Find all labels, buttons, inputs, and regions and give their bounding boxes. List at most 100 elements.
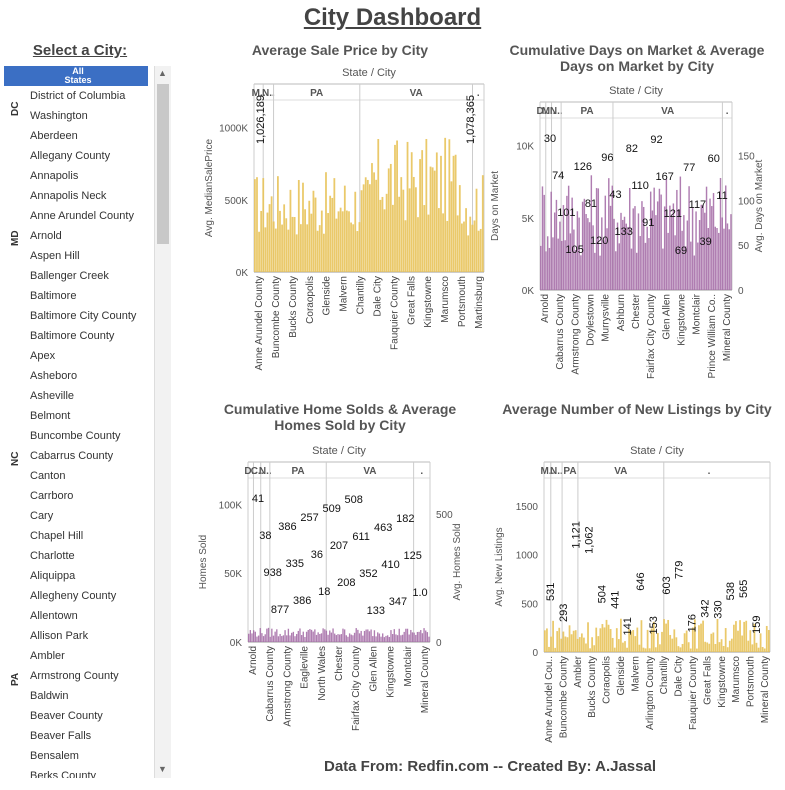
city-option[interactable]: Beaver Falls bbox=[30, 730, 92, 742]
bar bbox=[343, 629, 346, 642]
city-option[interactable]: Aspen Hill bbox=[30, 250, 80, 262]
city-option[interactable]: Chapel Hill bbox=[30, 530, 84, 542]
data-label: 531 bbox=[545, 583, 557, 601]
city-option[interactable]: Canton bbox=[30, 470, 66, 482]
bar bbox=[461, 223, 463, 272]
city-option[interactable]: Ballenger Creek bbox=[30, 270, 109, 282]
bar bbox=[628, 629, 630, 652]
bar bbox=[446, 220, 449, 272]
state-group-label: PA bbox=[580, 106, 593, 117]
data-label: 1,026,189 bbox=[255, 95, 267, 144]
x-tick-label: Anne Arundel County bbox=[254, 276, 265, 371]
bar bbox=[576, 638, 579, 652]
city-option[interactable]: Belmont bbox=[30, 410, 71, 422]
bar bbox=[649, 191, 652, 290]
chevron-up-icon[interactable]: ▲ bbox=[158, 68, 167, 78]
bar bbox=[693, 619, 696, 652]
bar bbox=[722, 645, 725, 652]
x-tick-label: Ambler bbox=[573, 655, 584, 687]
all-states-option[interactable]: All States bbox=[4, 66, 148, 86]
bar bbox=[700, 623, 702, 652]
city-option[interactable]: Allegheny County bbox=[30, 590, 117, 602]
city-option[interactable]: Asheville bbox=[30, 390, 75, 402]
bar bbox=[375, 179, 378, 272]
city-option[interactable]: Ambler bbox=[30, 650, 65, 662]
bar bbox=[696, 648, 698, 652]
bar bbox=[419, 159, 421, 272]
city-option[interactable]: Baldwin bbox=[30, 690, 69, 702]
city-list[interactable]: All States District of Columbia Washingto… bbox=[4, 66, 154, 778]
bar bbox=[421, 633, 424, 642]
city-option[interactable]: Baltimore bbox=[30, 290, 77, 302]
x-tick-label: Buncombe County bbox=[558, 656, 569, 738]
bar bbox=[352, 224, 355, 272]
city-option[interactable]: Allison Park bbox=[30, 630, 89, 642]
city-option[interactable]: Baltimore City County bbox=[30, 310, 137, 322]
bar bbox=[718, 642, 721, 652]
city-option[interactable]: Arnold bbox=[30, 230, 62, 242]
city-option[interactable]: Cary bbox=[30, 510, 54, 522]
x-tick-label: Ashburn bbox=[616, 294, 627, 331]
data-label: 126 bbox=[574, 161, 592, 173]
city-option[interactable]: Berks County bbox=[30, 770, 97, 778]
bar bbox=[704, 212, 706, 290]
city-option[interactable]: District of Columbia bbox=[30, 90, 126, 102]
bar bbox=[595, 627, 598, 652]
bar bbox=[323, 233, 325, 272]
bar bbox=[408, 188, 411, 272]
city-option[interactable]: Baltimore County bbox=[30, 330, 115, 342]
bar bbox=[302, 182, 304, 272]
city-option[interactable]: Aberdeen bbox=[30, 130, 78, 142]
bar bbox=[679, 647, 682, 652]
bar bbox=[382, 633, 384, 642]
bar bbox=[747, 640, 750, 652]
bar bbox=[299, 628, 301, 642]
bar bbox=[425, 138, 428, 272]
city-option[interactable]: Carrboro bbox=[30, 490, 74, 502]
bar bbox=[763, 648, 766, 652]
bar bbox=[354, 191, 357, 272]
x-tick-label: Anne Arundel Cou.. bbox=[544, 656, 555, 743]
x-tick-label: Fairfax City County bbox=[646, 294, 657, 379]
city-option[interactable]: Apex bbox=[30, 350, 56, 362]
bar bbox=[627, 226, 629, 290]
bar bbox=[615, 251, 617, 290]
data-label: 82 bbox=[626, 143, 638, 155]
bar bbox=[569, 233, 572, 290]
bar bbox=[479, 228, 482, 272]
data-label: 938 bbox=[264, 567, 282, 579]
chevron-down-icon[interactable]: ▼ bbox=[158, 764, 167, 774]
city-option[interactable]: Cabarrus County bbox=[30, 450, 114, 462]
x-tick-label: Doylestown bbox=[586, 294, 597, 346]
bar bbox=[642, 206, 645, 290]
bar bbox=[710, 633, 713, 652]
scrollbar-thumb[interactable] bbox=[157, 84, 169, 244]
bar bbox=[341, 211, 344, 272]
bar bbox=[644, 648, 647, 652]
bar bbox=[320, 210, 323, 272]
city-option[interactable]: Aliquippa bbox=[30, 570, 76, 582]
city-option[interactable]: Bensalem bbox=[30, 750, 79, 762]
bar bbox=[558, 627, 561, 652]
city-option[interactable]: Allegany County bbox=[30, 150, 111, 162]
city-option[interactable]: Armstrong County bbox=[30, 670, 119, 682]
city-option[interactable]: Asheboro bbox=[30, 370, 78, 382]
city-option[interactable]: Anne Arundel County bbox=[30, 210, 134, 222]
city-option[interactable]: Charlotte bbox=[30, 550, 75, 562]
city-option[interactable]: Buncombe County bbox=[30, 430, 121, 442]
bar bbox=[611, 185, 614, 290]
city-option[interactable]: Beaver County bbox=[30, 710, 103, 722]
city-option[interactable]: Annapolis Neck bbox=[30, 190, 107, 202]
bar bbox=[477, 230, 480, 272]
data-label: 43 bbox=[609, 189, 621, 201]
y-tick-label: 0K bbox=[230, 638, 243, 649]
city-option[interactable]: Washington bbox=[30, 110, 88, 122]
city-option[interactable]: Allentown bbox=[30, 610, 78, 622]
bar bbox=[404, 220, 407, 272]
city-list-scrollbar[interactable]: ▲ ▼ bbox=[154, 66, 171, 778]
bar bbox=[730, 638, 733, 652]
bar bbox=[636, 627, 639, 652]
city-option[interactable]: Annapolis bbox=[30, 170, 79, 182]
state-group-label: N.. bbox=[259, 466, 272, 477]
bar bbox=[681, 230, 683, 290]
